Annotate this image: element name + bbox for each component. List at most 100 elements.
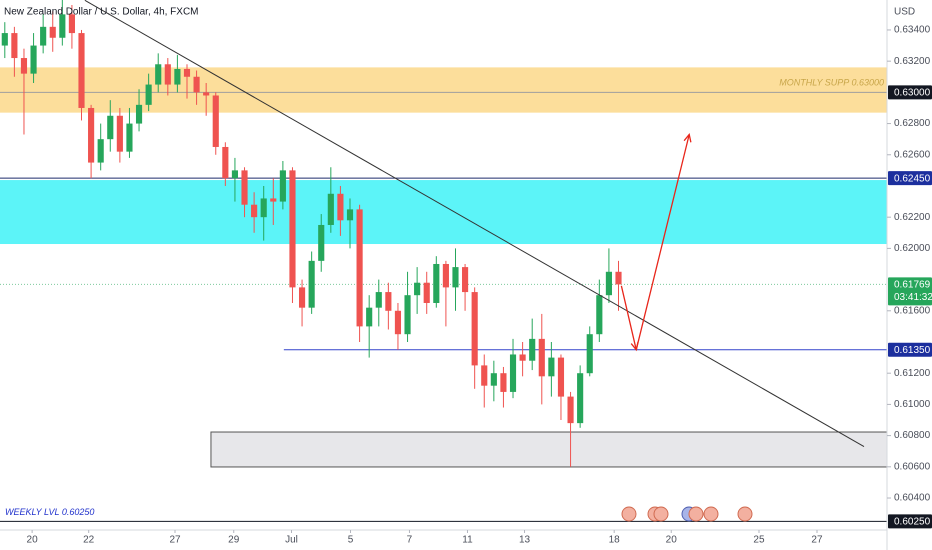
candle-body: [116, 115, 123, 152]
candle-body: [500, 373, 507, 392]
candle-body: [1, 33, 8, 46]
candle-body: [567, 396, 574, 424]
y-tick-label: 0.63200: [894, 56, 931, 67]
candle-body: [404, 295, 411, 335]
candle-body: [596, 295, 603, 335]
x-tick-label: 22: [83, 535, 95, 546]
price-badge: [888, 514, 932, 529]
price-badge: [888, 171, 932, 186]
candle-body: [193, 76, 200, 93]
price-badge-label: 0.61350: [894, 345, 931, 356]
candle-body: [222, 146, 229, 179]
candle-body: [509, 354, 517, 392]
x-tick-label: 27: [169, 535, 181, 546]
candle-body: [366, 307, 373, 327]
candle-body: [298, 287, 306, 308]
zone: [0, 180, 887, 245]
last-price-label: 0.61769: [894, 280, 931, 291]
candle-body: [59, 14, 66, 38]
y-tick-label: 0.62600: [894, 149, 931, 160]
candle-body: [270, 198, 277, 202]
price-badge-label: 0.63000: [894, 88, 931, 99]
candle-body: [605, 271, 612, 296]
candle-body: [337, 193, 344, 221]
candle-body: [327, 193, 334, 225]
candle-body: [308, 260, 315, 308]
candle-body: [529, 338, 536, 361]
candle-body: [548, 357, 555, 377]
candle-body: [577, 373, 584, 424]
candle-body: [423, 282, 430, 303]
y-tick-label: 0.62000: [894, 243, 931, 254]
candle-body: [279, 170, 286, 202]
trend-line: [84, 0, 865, 447]
candle-body: [481, 365, 488, 386]
x-tick-label: 29: [228, 535, 240, 546]
x-tick-label: 11: [462, 535, 473, 546]
x-tick-label: 25: [753, 535, 765, 546]
candle-body: [442, 263, 449, 288]
candle-body: [126, 123, 133, 152]
candle-body: [356, 209, 363, 327]
candle-body: [11, 33, 18, 59]
x-tick-label: Jul: [285, 535, 298, 546]
candle-body: [155, 64, 162, 85]
candle-body: [586, 334, 593, 374]
x-tick-label: 20: [666, 535, 678, 546]
zone: [210, 431, 887, 468]
candle-body: [203, 92, 210, 96]
candle-body: [78, 33, 85, 108]
x-tick-label: 20: [27, 535, 39, 546]
candle-body: [375, 292, 382, 308]
x-tick-label: 27: [811, 535, 823, 546]
candle-body: [251, 204, 258, 218]
y-tick-label: 0.60800: [894, 430, 931, 441]
candle-body: [49, 26, 56, 38]
candle-body: [519, 354, 526, 361]
plot-area: [0, 0, 887, 522]
candle-body: [394, 310, 402, 335]
candle-body: [164, 64, 171, 85]
candle-body: [30, 45, 37, 74]
candle-body: [433, 263, 440, 303]
candle-body: [385, 292, 392, 311]
y-tick-label: 0.62200: [894, 212, 931, 223]
candle-body: [557, 357, 565, 397]
candle-body: [346, 209, 354, 221]
candle-body: [212, 95, 219, 147]
level-note: MONTHLY SUPP 0.63000: [779, 78, 884, 88]
candle-body: [68, 14, 75, 34]
y-tick-label: 0.61200: [894, 368, 931, 379]
candle-body: [615, 271, 622, 285]
arrow-head: [630, 341, 639, 352]
y-tick-label: 0.60400: [894, 493, 931, 504]
candle-body: [241, 170, 248, 205]
arrow-head: [683, 133, 692, 143]
y-tick-label: 0.62800: [894, 118, 931, 129]
x-tick-label: 5: [348, 535, 354, 546]
candle-body: [318, 224, 325, 261]
candle-body: [231, 170, 239, 179]
event-icons: [621, 506, 753, 522]
zone: [0, 67, 887, 113]
price-badge: [888, 85, 932, 100]
price-badge-label: 0.62450: [894, 173, 931, 184]
y-tick-label: 0.63400: [894, 25, 931, 36]
candle-body: [174, 68, 181, 85]
candle-body: [490, 373, 497, 386]
candle-body: [145, 84, 152, 105]
y-tick-label: 0.60600: [894, 461, 931, 472]
candle-body: [462, 267, 469, 293]
candle-body: [20, 58, 28, 74]
level-note: WEEKLY LVL 0.60250: [5, 507, 94, 517]
candle-body: [107, 115, 114, 140]
chart-title: New Zealand Dollar / U.S. Dollar, 4h, FX…: [4, 7, 199, 18]
price-badge-label: 0.60250: [894, 517, 931, 528]
candle-body: [260, 198, 267, 218]
candle-body: [414, 282, 421, 296]
candle-body: [452, 267, 459, 288]
candle-body: [40, 26, 47, 46]
candle-body: [538, 338, 545, 377]
last-price-badge: [888, 277, 932, 306]
